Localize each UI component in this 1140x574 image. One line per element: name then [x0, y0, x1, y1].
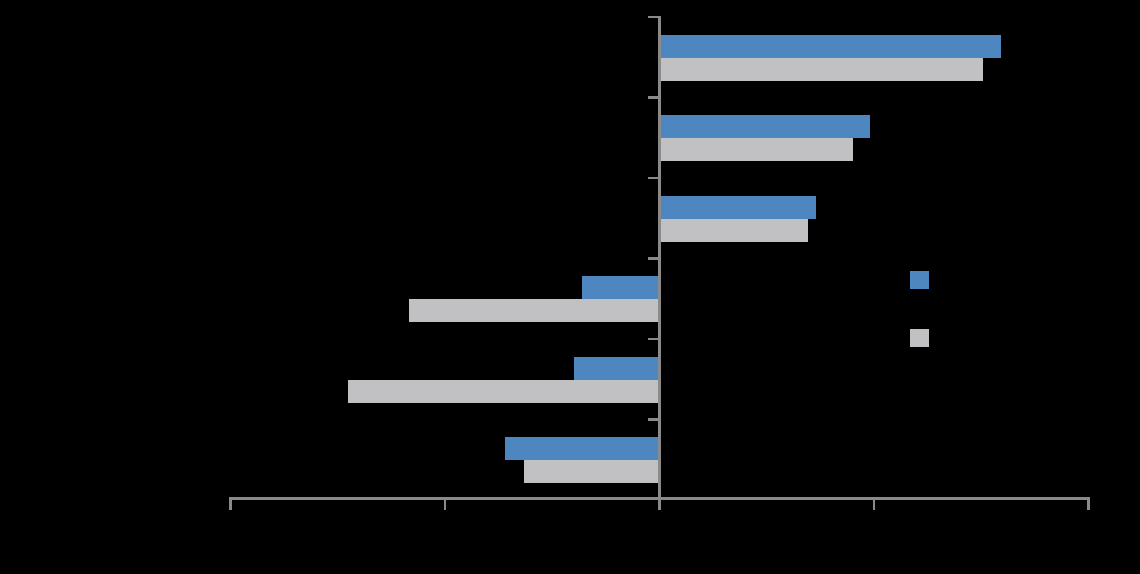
y-axis-tick — [648, 96, 659, 99]
x-axis-tick — [229, 497, 232, 510]
bar-series-2-row3 — [660, 218, 808, 242]
y-axis-tick — [648, 418, 659, 421]
x-axis-tick — [443, 497, 447, 510]
bar-series-1-row4 — [582, 276, 659, 299]
x-axis-tick — [658, 497, 661, 510]
y-axis-tick — [648, 257, 659, 260]
bar-series-1-row3 — [660, 195, 817, 219]
bar-series-2-row4 — [408, 299, 659, 322]
bar-series-1-row1 — [660, 34, 1001, 58]
y-axis-tick — [648, 15, 659, 19]
x-axis-tick — [1087, 497, 1090, 510]
legend-swatch-series-2 — [910, 329, 929, 347]
bar-series-2-row1 — [660, 57, 984, 81]
y-axis-tick — [648, 176, 659, 180]
bar-series-2-row6 — [524, 460, 659, 483]
y-axis-tick — [648, 337, 659, 341]
bar-series-1-row2 — [660, 115, 870, 138]
bar-series-1-row6 — [505, 437, 659, 460]
bar-series-2-row5 — [348, 379, 659, 403]
bar-series-2-row2 — [660, 138, 853, 161]
x-axis-tick — [872, 497, 876, 510]
bar-series-1-row5 — [573, 356, 659, 380]
legend-swatch-series-1 — [910, 271, 929, 289]
y-axis-line — [658, 16, 661, 510]
